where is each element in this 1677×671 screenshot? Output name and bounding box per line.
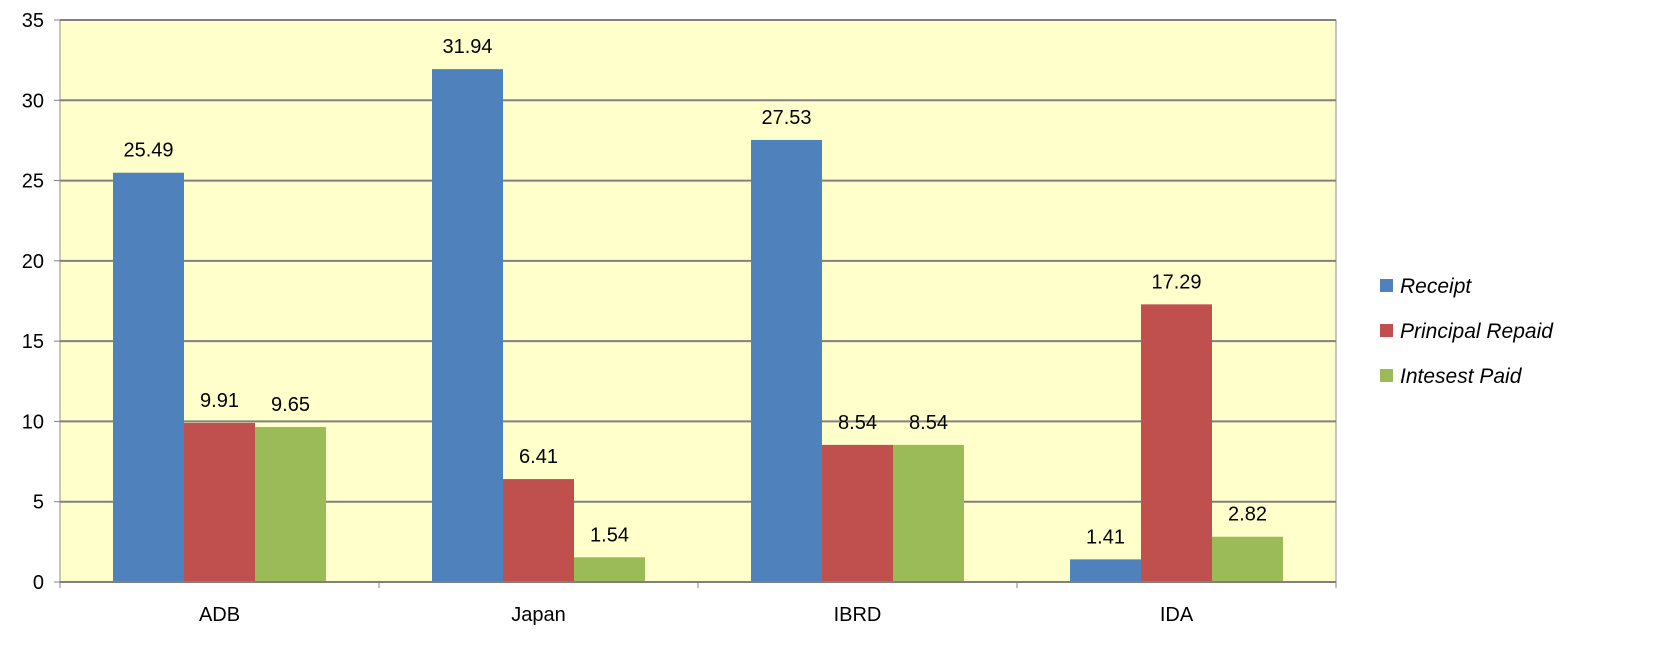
category-labels: ADB Japan IBRD IDA [199, 604, 1194, 626]
y-tick-label: 10 [22, 411, 44, 433]
legend-swatch [1380, 324, 1393, 337]
data-label: 6.41 [519, 446, 558, 468]
data-label: 17.29 [1151, 271, 1201, 293]
y-tick-label: 15 [22, 331, 44, 353]
data-label: 1.41 [1086, 526, 1125, 548]
y-tick-label: 0 [33, 572, 44, 594]
bar [1212, 536, 1283, 582]
legend-label: Intesest Paid [1400, 365, 1523, 388]
data-label: 31.94 [442, 36, 492, 58]
bar [113, 172, 184, 582]
data-label: 9.65 [271, 394, 310, 416]
data-label: 8.54 [838, 412, 877, 434]
y-tick-label: 30 [22, 90, 44, 112]
y-tick-label: 25 [22, 171, 44, 193]
data-label: 25.49 [123, 140, 173, 162]
data-label: 27.53 [761, 107, 811, 129]
y-tick-label: 5 [33, 492, 44, 514]
category-label: IDA [1160, 604, 1194, 626]
bar [255, 427, 326, 582]
legend-label: Principal Repaid [1400, 320, 1554, 343]
bar [751, 139, 822, 583]
bar [1070, 559, 1141, 582]
data-label: 2.82 [1228, 504, 1267, 526]
bar [893, 444, 964, 582]
category-label: IBRD [834, 604, 882, 626]
data-labels: 25.49 9.91 9.65 31.94 6.41 1.54 27.53 8.54 8.54 1… [123, 36, 1267, 548]
x-axis [59, 581, 1337, 588]
y-axis-ticks: 0 5 10 15 20 25 30 35 [22, 10, 60, 594]
data-label: 9.91 [200, 390, 239, 412]
category-label: ADB [199, 604, 240, 626]
bar [184, 422, 255, 582]
bar [574, 557, 645, 582]
bar [432, 69, 503, 582]
category-label: Japan [511, 604, 566, 626]
legend-swatch [1380, 369, 1393, 382]
bar [1141, 304, 1212, 582]
legend-swatch [1380, 279, 1393, 292]
bar [503, 479, 574, 582]
data-label: 1.54 [590, 524, 629, 546]
bar [822, 444, 893, 582]
data-label: 8.54 [909, 412, 948, 434]
bars [113, 69, 1283, 583]
legend-label: Receipt [1400, 275, 1472, 298]
y-tick-label: 20 [22, 251, 44, 273]
y-tick-label: 35 [22, 10, 44, 32]
legend: Receipt Principal Repaid Intesest Paid [1380, 275, 1554, 388]
